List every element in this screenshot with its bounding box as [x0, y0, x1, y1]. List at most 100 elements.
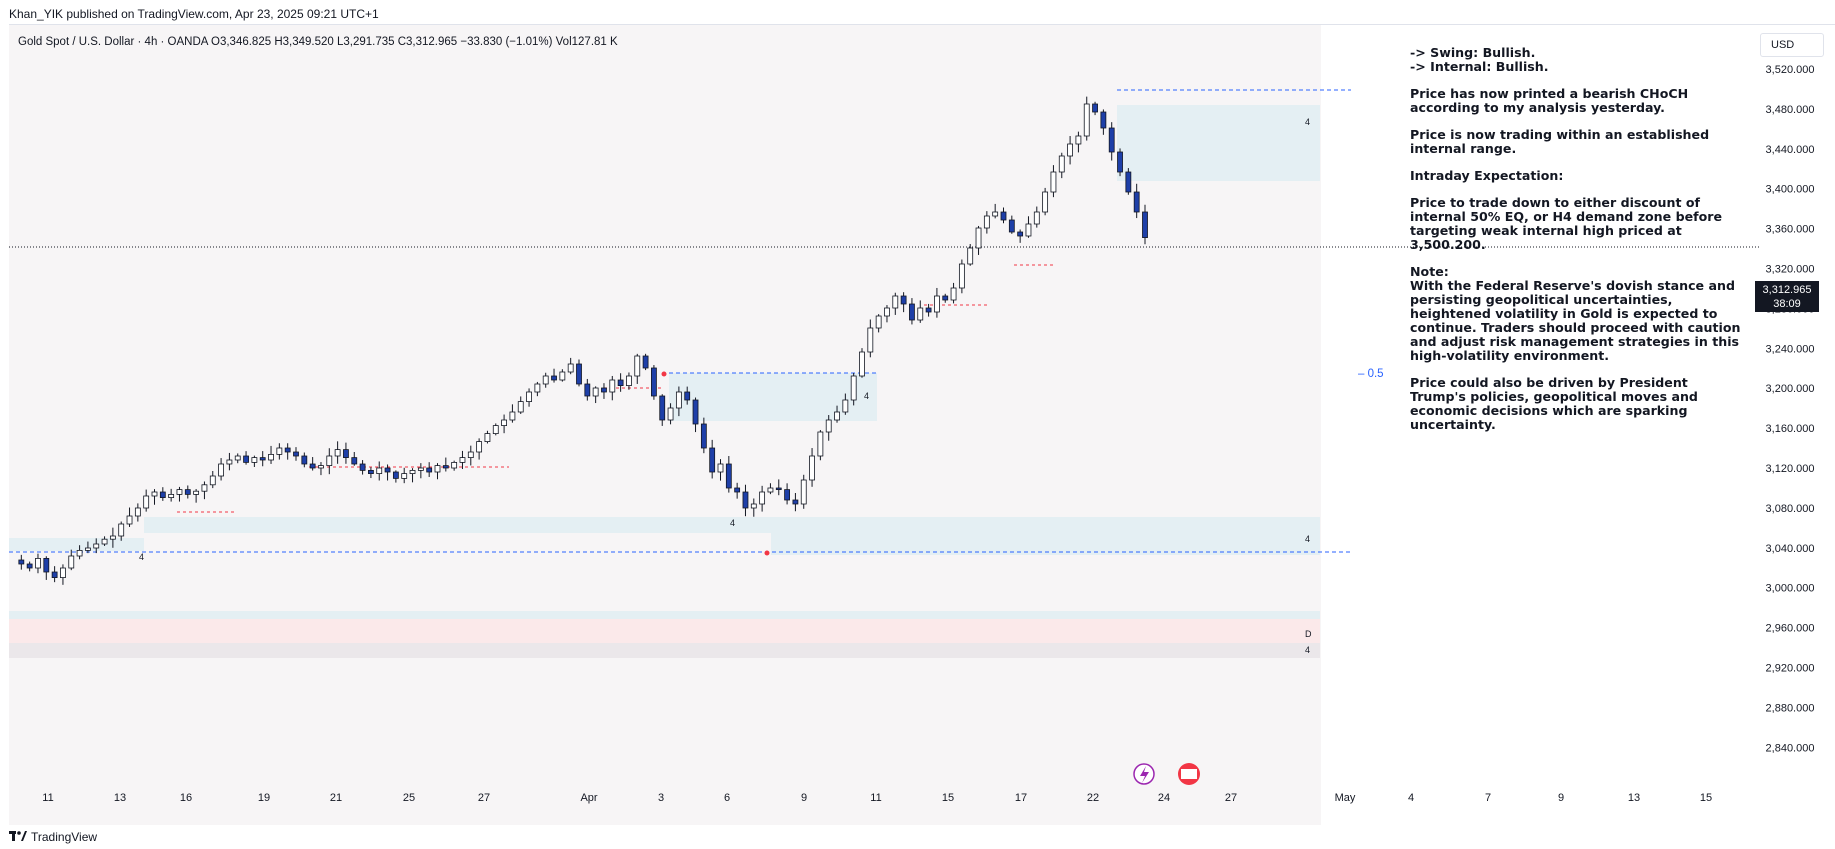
x-tick-label: 3: [658, 792, 664, 804]
candle-down: [26, 563, 33, 569]
candle-up: [526, 391, 532, 403]
x-tick-label: 9: [1558, 792, 1564, 804]
tradingview-wordmark: TradingView: [31, 830, 98, 844]
candle-down: [184, 489, 191, 495]
lightning-bolt-icon: [1140, 766, 1149, 783]
footer-brand[interactable]: TradingView: [9, 824, 309, 849]
candle-down: [1133, 191, 1140, 213]
x-tick-label: 21: [330, 792, 342, 804]
candle-down: [601, 387, 607, 393]
candle-up: [509, 411, 516, 421]
candle-up: [109, 535, 116, 540]
internal-zone: [669, 373, 877, 421]
candle-down: [359, 463, 366, 471]
candle-down: [426, 467, 433, 473]
candle-up: [958, 263, 965, 289]
zone-label-0: 4: [1305, 117, 1310, 127]
candle-down: [659, 395, 666, 421]
x-tick-label: 11: [870, 792, 881, 804]
candle-down: [1125, 171, 1132, 193]
analysis-note: -> Swing: Bullish. -> Internal: Bullish.…: [1410, 46, 1745, 445]
zone-label-1: 4: [1305, 534, 1310, 544]
candle-up: [983, 215, 990, 229]
candle-up: [334, 449, 341, 457]
swing-low-marker: [764, 550, 770, 556]
candle-up: [667, 407, 674, 421]
candle-down: [551, 375, 557, 381]
candle-up: [717, 463, 724, 473]
candle-up: [1042, 191, 1049, 213]
candle-down: [259, 457, 266, 461]
candle-up: [967, 247, 974, 265]
zone-label-6: 4: [1305, 645, 1310, 655]
candle-up: [101, 538, 108, 545]
candle-down: [1100, 111, 1107, 129]
candle-down: [651, 367, 657, 397]
candle-down: [725, 463, 732, 489]
candle-up: [809, 455, 815, 481]
candle-down: [942, 295, 949, 301]
candle-up: [126, 515, 133, 525]
candle-up: [759, 491, 766, 505]
y-tick-label: 3,480.000: [1766, 104, 1815, 116]
y-tick-label: 2,960.000: [1766, 623, 1815, 635]
candle-up: [476, 441, 483, 453]
x-tick-label: 15: [942, 792, 954, 804]
candles-layer: [18, 96, 1148, 585]
candle-down: [384, 467, 391, 473]
supply-zone: [1117, 105, 1320, 181]
candle-up: [1050, 171, 1057, 193]
candle-up: [1033, 211, 1040, 225]
candle-down: [309, 463, 316, 469]
left-demand-zone: [9, 538, 144, 551]
candle-up: [834, 411, 840, 421]
candle-up: [68, 555, 75, 569]
candle-up: [218, 463, 224, 477]
zone-label-3: 4: [864, 391, 869, 401]
candle-down: [900, 295, 907, 305]
candle-down: [784, 489, 790, 501]
publisher-bar: Khan_YIK published on TradingView.com, A…: [0, 0, 1835, 24]
candle-down: [243, 455, 249, 463]
analysis-note-fed: Note: With the Federal Reserve's dovish …: [1410, 264, 1741, 363]
x-tick-label: 16: [180, 792, 192, 804]
candle-up: [1058, 155, 1065, 173]
candle-up: [800, 479, 807, 505]
candle-down: [301, 455, 308, 465]
candle-up: [517, 401, 524, 413]
candle-down: [642, 355, 649, 369]
candle-up: [884, 307, 890, 317]
candle-down: [392, 471, 399, 479]
candle-up: [417, 467, 424, 471]
y-tick-label: 3,240.000: [1766, 343, 1815, 355]
candle-up: [917, 307, 924, 321]
candle-down: [684, 391, 691, 401]
candle-up: [484, 433, 491, 443]
candle-up: [193, 490, 200, 495]
chart-area[interactable]: 4 4 4 4 4 D 4 3,520.000 3,480.000 3,440.000 3,400…: [9, 24, 1835, 825]
candle-up: [975, 227, 982, 249]
candle-up: [626, 375, 632, 387]
candle-up: [251, 457, 258, 463]
candle-up: [326, 455, 333, 467]
candle-up: [950, 287, 957, 301]
currency-selector[interactable]: USD: [1760, 33, 1824, 57]
axis-layer: 3,520.000 3,480.000 3,440.000 3,400.000 3,36…: [42, 64, 1814, 804]
symbol-ohlc-legend: Gold Spot / U.S. Dollar · 4h · OANDA O3,…: [18, 36, 618, 48]
candle-up: [750, 503, 757, 509]
price-chart[interactable]: 4 4 4 4 4 D 4 3,520.000 3,480.000 3,440.000 3,400…: [9, 25, 1835, 825]
candle-down: [1017, 231, 1024, 237]
analysis-expectation: Price to trade down to either discount o…: [1410, 195, 1723, 252]
x-tick-label: 27: [1225, 792, 1237, 804]
y-tick-label: 3,400.000: [1766, 184, 1815, 196]
candle-down: [700, 423, 707, 449]
candle-down: [775, 487, 782, 491]
x-tick-label: 17: [1015, 792, 1027, 804]
candle-up: [1025, 223, 1032, 237]
candle-down: [368, 469, 374, 474]
candle-up: [409, 469, 416, 474]
candle-up: [1075, 135, 1082, 145]
x-tick-label: 6: [724, 792, 730, 804]
candle-down: [159, 491, 166, 498]
zone-label-4: 4: [139, 552, 144, 562]
